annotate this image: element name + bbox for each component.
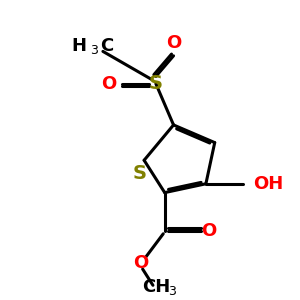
- Text: O: O: [166, 34, 181, 52]
- Text: C: C: [100, 37, 113, 55]
- Text: O: O: [101, 75, 116, 93]
- Text: 3: 3: [90, 44, 98, 57]
- Text: 3: 3: [169, 285, 176, 298]
- Text: O: O: [134, 254, 149, 272]
- Text: O: O: [201, 222, 217, 240]
- Text: H: H: [72, 37, 87, 55]
- Text: S: S: [149, 74, 163, 93]
- Text: OH: OH: [253, 175, 283, 193]
- Text: S: S: [133, 164, 147, 183]
- Text: CH: CH: [142, 278, 170, 296]
